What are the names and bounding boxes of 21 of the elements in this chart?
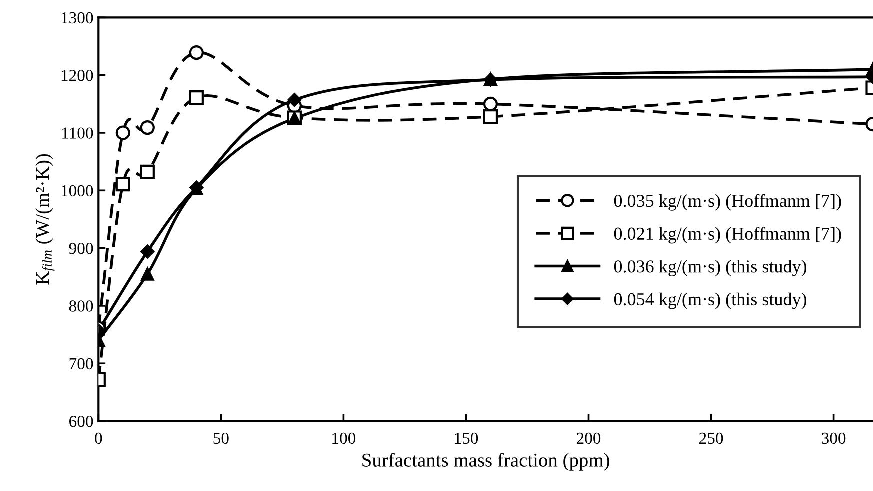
y-tick-label: 1200 — [62, 70, 94, 82]
x-tick-label: 0 — [95, 432, 102, 444]
y-tick-label: 800 — [69, 300, 94, 312]
legend-label: 0.035 kg/(m·s) (Hoffmanm [7]) — [614, 194, 842, 211]
y-tick-label: 600 — [70, 416, 94, 428]
x-tick-label: 200 — [576, 432, 601, 444]
x-tick-label: 50 — [214, 432, 229, 444]
y-tick-label: 1100 — [62, 128, 94, 139]
y-axis-title: K$_{film}$ (W/(m²·K)) — [36, 154, 55, 285]
y-tick-label: 1300 — [62, 12, 94, 24]
legend-label: 0.054 kg/(m·s) (this study) — [614, 292, 807, 310]
x-tick-label: 300 — [822, 432, 846, 444]
y-tick-label: 1000 — [62, 185, 94, 197]
x-tick-label: 150 — [455, 432, 478, 444]
legend-label: 0.021 kg/(m·s) (Hoffmanm [7]) — [614, 227, 842, 244]
x-axis-title: Surfactants mass fraction (ppm) — [362, 453, 610, 471]
x-tick-label: 100 — [332, 432, 356, 444]
y-tick-label: 700 — [70, 358, 94, 370]
legend-label: 0.036 kg/(m·s) (this study) — [614, 260, 807, 276]
y-tick-label: 900 — [69, 243, 94, 254]
x-tick-label: 250 — [700, 432, 724, 444]
